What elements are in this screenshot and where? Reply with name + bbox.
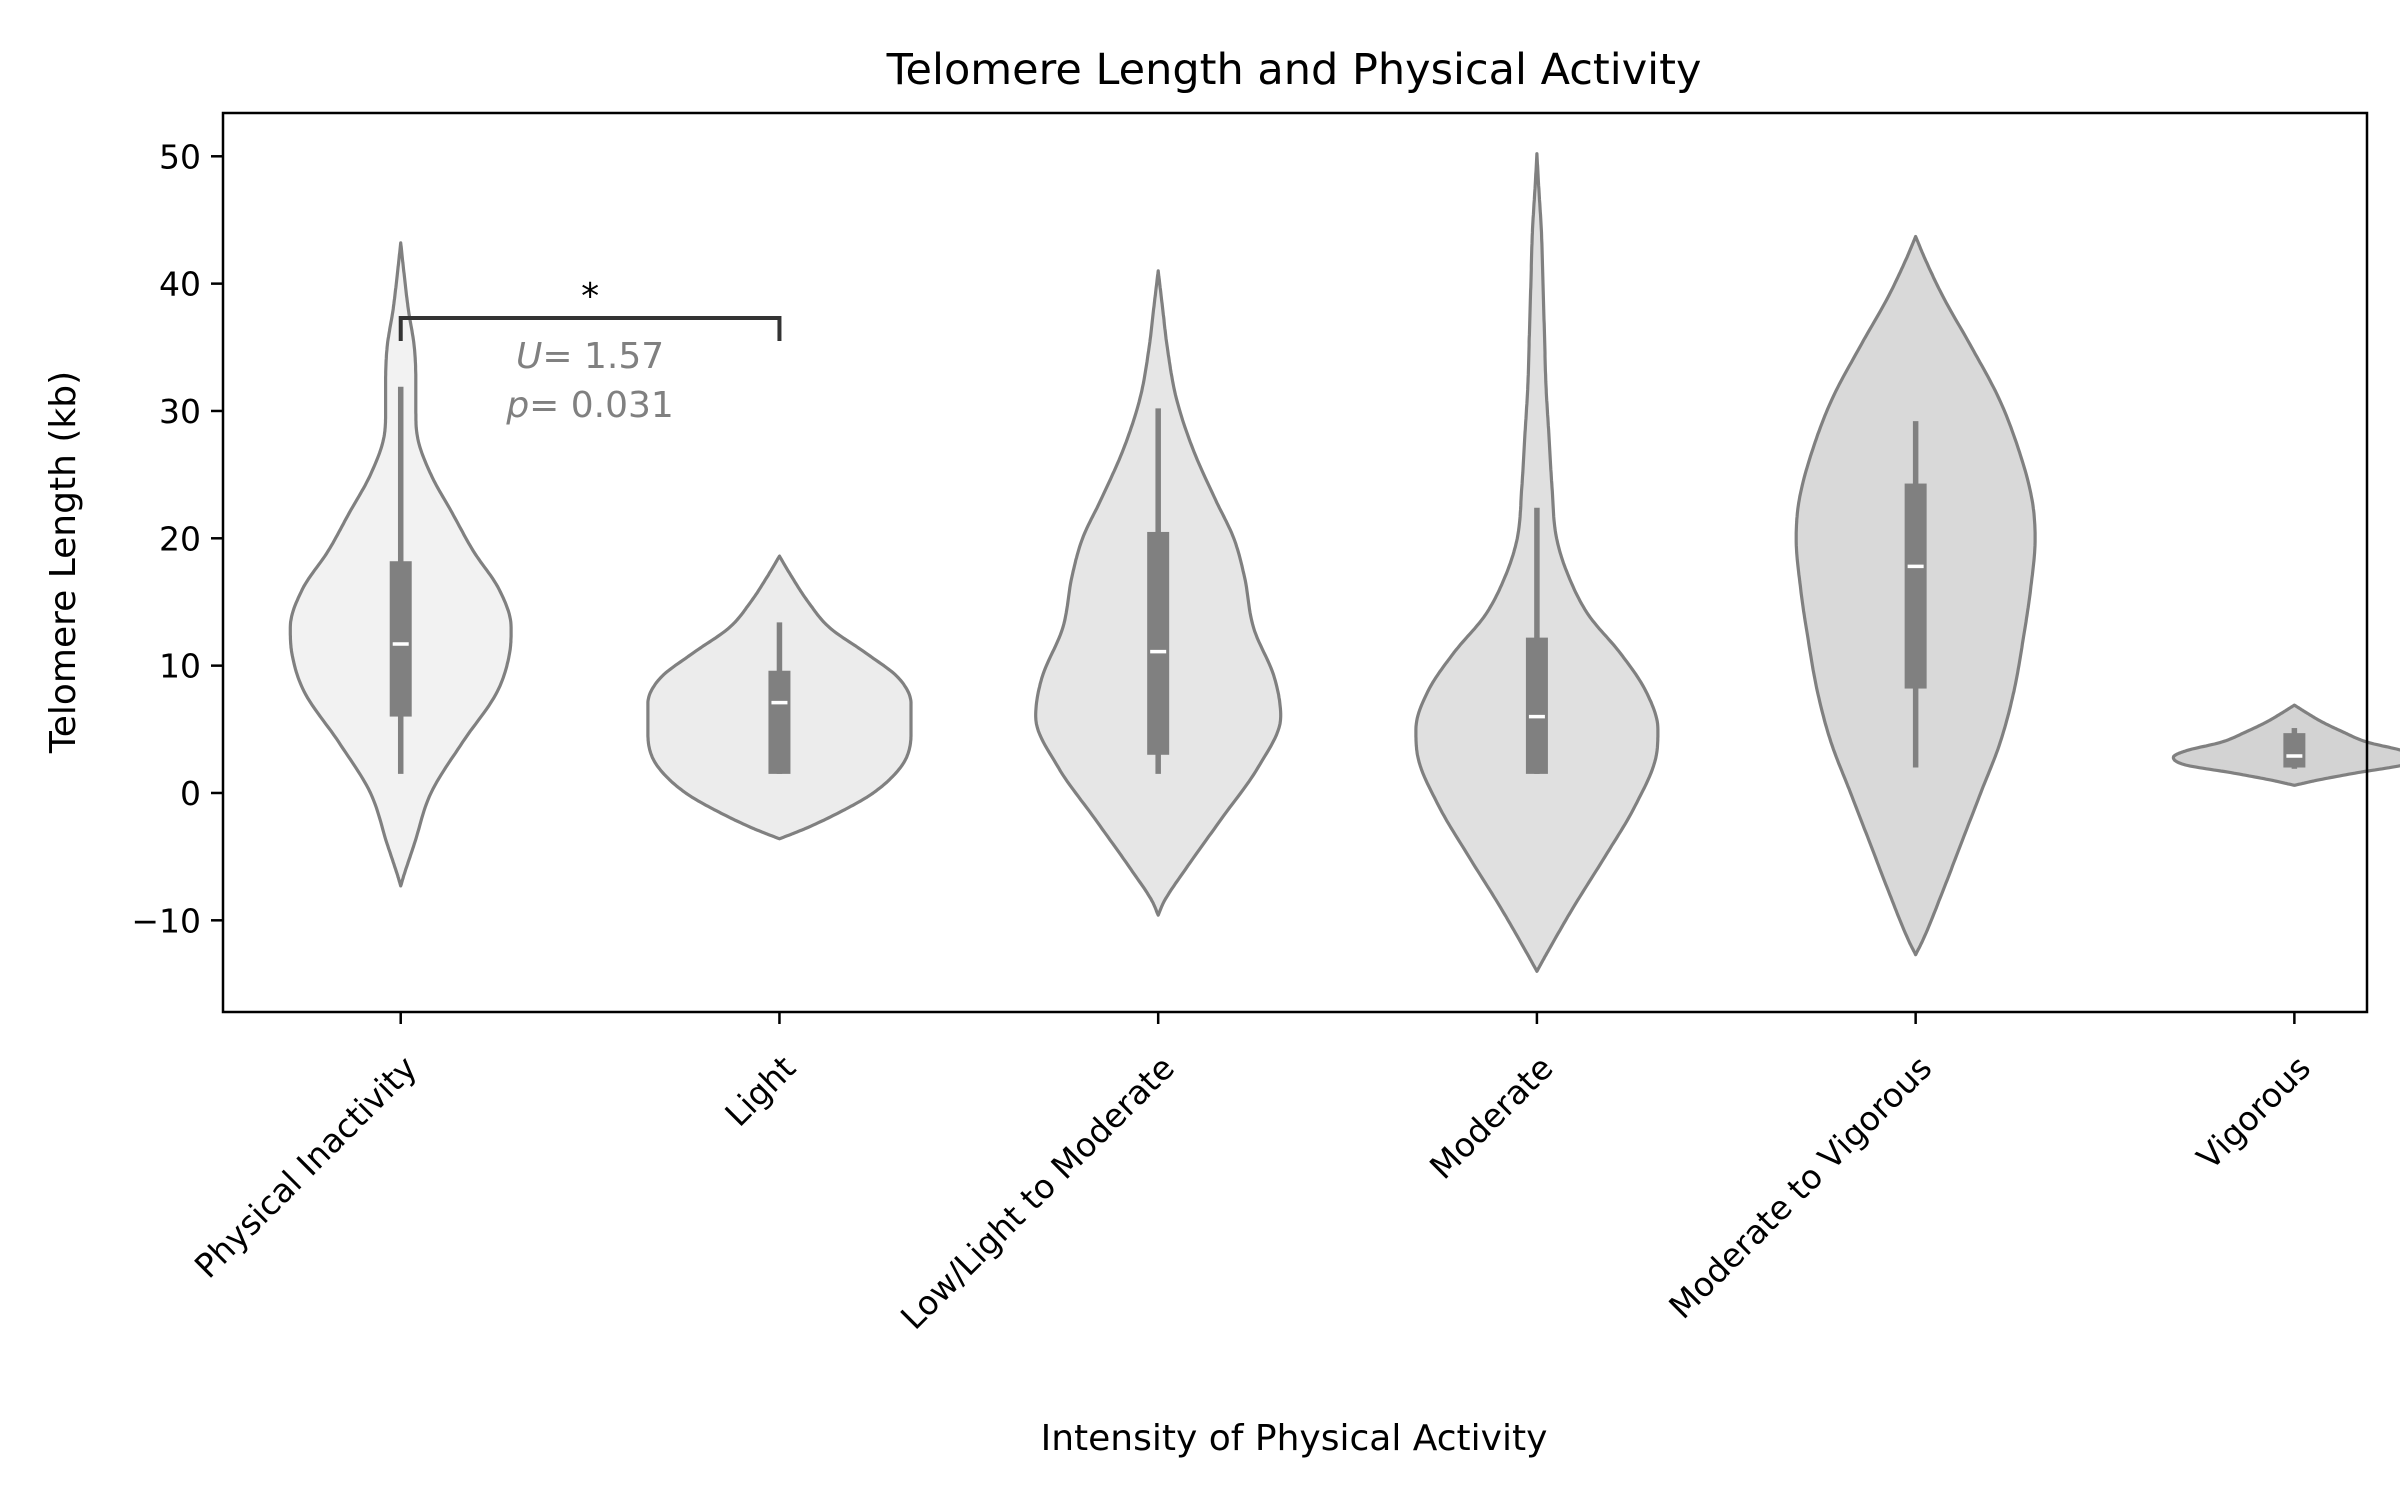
iqr-box-low-light-to-moderate (1147, 531, 1170, 755)
x-tick-label-vigorous: Vigorous (2189, 1048, 2318, 1177)
x-tick-label-moderate: Moderate (1422, 1048, 1561, 1187)
y-tick-label: 0 (180, 774, 201, 813)
x-tick-label-low-light-to-moderate: Low/Light to Moderate (893, 1048, 1182, 1337)
x-tick-label-moderate-to-vigorous: Moderate to Vigorous (1661, 1048, 1939, 1326)
significance-annotation: * U= 1.57 p= 0.031 (398, 276, 782, 426)
x-tick-label-physical-inactivity: Physical Inactivity (187, 1048, 425, 1286)
significance-bracket (398, 316, 782, 342)
boxes-layer (389, 386, 2306, 774)
y-tick-label: 20 (159, 519, 201, 558)
iqr-box-moderate-to-vigorous (1904, 483, 1927, 689)
x-axis: Physical Inactivity Light Low/Light to Mod… (187, 1012, 2318, 1337)
y-tick-label: −10 (131, 901, 201, 940)
y-axis: −10 0 10 20 30 40 50 (131, 137, 223, 940)
iqr-box-moderate (1525, 637, 1548, 774)
iqr-box-vigorous (2283, 733, 2306, 768)
x-tick-label-light: Light (717, 1048, 803, 1134)
y-tick-label: 10 (159, 647, 201, 686)
iqr-box-light (768, 670, 791, 774)
y-tick-label: 50 (159, 137, 201, 176)
p-value-label: p= 0.031 (505, 385, 674, 426)
significance-star: * (581, 276, 599, 317)
y-tick-label: 30 (159, 392, 201, 431)
violins-layer (288, 152, 2400, 973)
u-statistic-label: U= 1.57 (516, 336, 664, 377)
x-axis-title: Intensity of Physical Activity (1041, 1418, 1548, 1459)
chart-title: Telomere Length and Physical Activity (886, 45, 1702, 95)
y-tick-label: 40 (159, 265, 201, 304)
plot-frame (221, 111, 2369, 1014)
iqr-box-physical-inactivity (389, 561, 412, 717)
y-axis-title: Telomere Length (kb) (43, 371, 84, 754)
